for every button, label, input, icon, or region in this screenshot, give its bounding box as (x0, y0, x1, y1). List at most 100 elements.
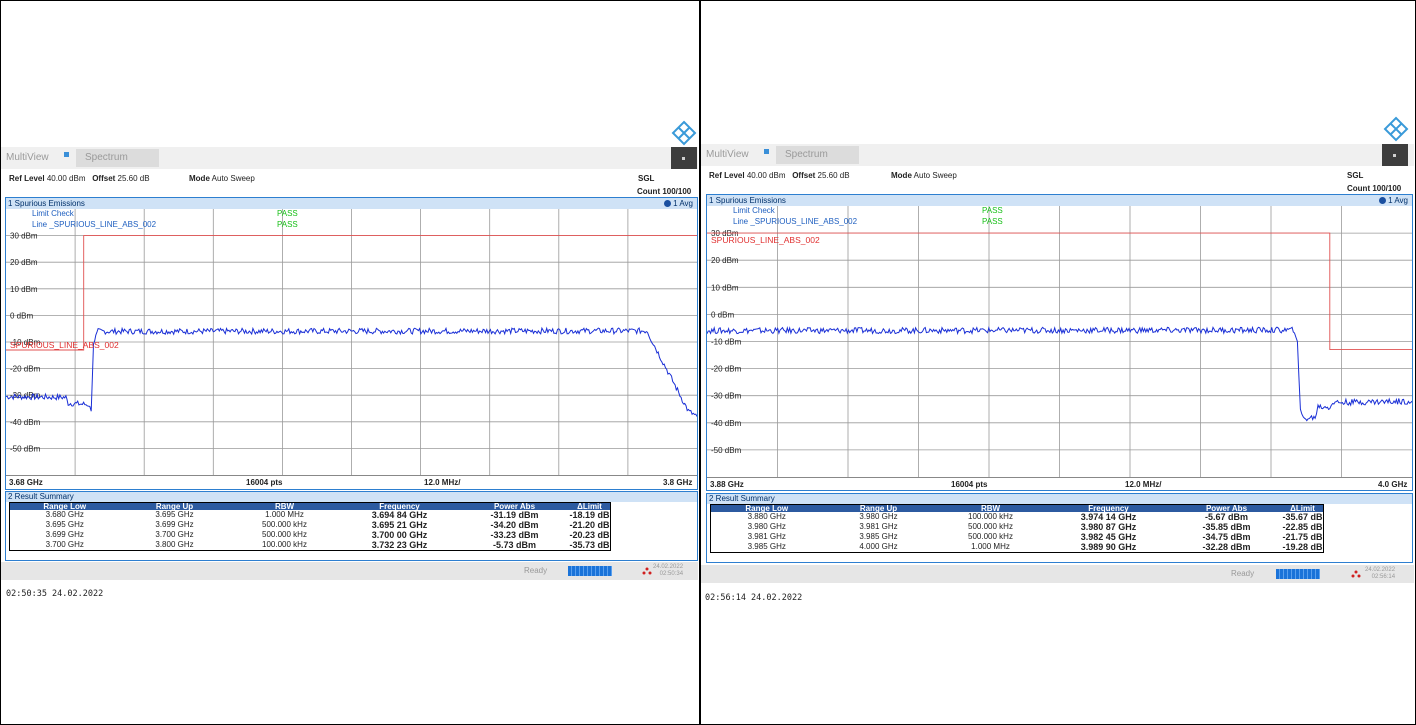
table-row: 3.880 GHz 3.980 GHz 100.000 kHz 3.974 14 GH… (747, 512, 1323, 522)
status-bar: Ready 24.02.2022 02:56:14 (701, 565, 1414, 583)
x-axis-info-bar: 3.88 GHz 16004 pts 12.0 MHz/ 4.0 GHz (707, 477, 1412, 490)
sweep-count-label: Count 100/100 (637, 187, 692, 196)
x-start-label: 3.88 GHz (710, 480, 744, 489)
left-screenshot-panel: MultiView Spectrum Ref Level 40.00 dBm O… (0, 0, 700, 725)
warning-icon[interactable] (1351, 570, 1361, 578)
limit-line (707, 232, 1412, 351)
menu-button[interactable] (1382, 144, 1408, 166)
tab-spectrum[interactable]: Spectrum (776, 146, 859, 164)
status-ready: Ready (1231, 569, 1255, 578)
limit-check-label: Limit Check (733, 206, 776, 215)
mode-info[interactable]: Mode Auto Sweep (891, 171, 957, 180)
trace-indicator: 1 Avg (664, 198, 693, 209)
menu-dot-icon (682, 157, 685, 160)
limit-check-result: PASS (982, 206, 1003, 215)
summary-title: 2 Result Summary (6, 492, 697, 502)
result-summary-window: 2 Result Summary Range Low Range Up RBW … (5, 491, 698, 561)
multiview-dot-icon (64, 152, 69, 157)
trace-indicator: 1 Avg (1379, 195, 1408, 206)
capture-timestamp: 02:56:14 24.02.2022 (705, 593, 803, 603)
table-row: 3.980 GHz 3.981 GHz 500.000 kHz 3.980 87 GH… (747, 522, 1323, 532)
multiview-dot-icon (764, 149, 769, 154)
trace-dot-icon (1379, 197, 1387, 204)
status-ready: Ready (524, 566, 548, 575)
x-start-label: 3.68 GHz (9, 478, 43, 487)
setting-infobar: Ref Level 40.00 dBm Offset 25.60 dB Mode… (701, 166, 1414, 194)
status-bar: Ready 24.02.2022 02:50:34 (1, 562, 698, 580)
result-summary-window: 2 Result Summary Range Low Range Up RBW … (706, 493, 1413, 563)
x-axis-info-bar: 3.68 GHz 16004 pts 12.0 MHz/ 3.8 GHz (6, 475, 697, 488)
spurious-emissions-window[interactable]: 1 Spurious Emissions 1 Avg 30 dBm 20 dBm 1… (706, 194, 1413, 491)
multiview-label[interactable]: MultiView (706, 149, 749, 160)
y-tick-label: 20 dBm (711, 256, 739, 265)
line-result: PASS (982, 217, 1003, 226)
result-summary-table: Range Low Range Up RBW Frequency Power A… (710, 504, 1324, 553)
limit-check-result: PASS (277, 209, 298, 218)
y-tick-label: -40 dBm (711, 419, 742, 428)
col-range-up: Range Up (119, 502, 230, 510)
y-tick-label: -50 dBm (711, 446, 742, 455)
setting-infobar: Ref Level 40.00 dBm Offset 25.60 dB Mode… (1, 169, 698, 197)
sweep-progress-bar (568, 566, 612, 576)
y-tick-label: 0 dBm (711, 310, 734, 319)
sweep-count-label: Count 100/100 (1347, 184, 1402, 193)
col-frequency: Frequency (1046, 504, 1171, 512)
table-row: 3.700 GHz 3.800 GHz 100.000 kHz 3.732 23 GH… (45, 540, 610, 550)
span-per-div-label: 12.0 MHz/ (1125, 480, 1162, 489)
span-per-div-label: 12.0 MHz/ (424, 478, 461, 487)
y-tick-label: -20 dBm (10, 365, 41, 374)
col-delta-limit: ΔLimit (569, 502, 611, 510)
result-summary-table: Range Low Range Up RBW Frequency Power A… (9, 502, 611, 551)
y-tick-label: 20 dBm (10, 258, 38, 267)
col-power-abs: Power Abs (1170, 504, 1283, 512)
y-tick-label: -20 dBm (711, 365, 742, 374)
col-rbw: RBW (229, 502, 340, 510)
trace-dot-icon (664, 200, 672, 207)
points-label: 16004 pts (246, 478, 283, 487)
warning-icon[interactable] (642, 567, 652, 575)
col-range-low: Range Low (9, 502, 120, 510)
col-power-abs: Power Abs (459, 502, 570, 510)
instrument-topbar: MultiView Spectrum (1, 147, 698, 169)
tab-spectrum[interactable]: Spectrum (76, 149, 159, 167)
ref-level-info[interactable]: Ref Level 40.00 dBm Offset 25.60 dB (9, 174, 150, 183)
col-rbw: RBW (934, 504, 1047, 512)
trace-1-avg (6, 326, 697, 417)
spurious-emissions-window[interactable]: 1 Spurious Emissions 1 Avg 30 dBm 20 dBm 1… (5, 197, 698, 490)
ref-level-info[interactable]: Ref Level 40.00 dBm Offset 25.60 dB (709, 171, 850, 180)
col-range-low: Range Low (710, 504, 823, 512)
sweep-mode-label: SGL (638, 174, 655, 183)
right-screenshot-panel: MultiView Spectrum Ref Level 40.00 dBm O… (700, 0, 1416, 725)
summary-title: 2 Result Summary (707, 494, 1412, 504)
y-tick-label: -40 dBm (10, 418, 41, 427)
table-row: 3.695 GHz 3.699 GHz 500.000 kHz 3.695 21 GH… (45, 520, 610, 530)
menu-dot-icon (1393, 154, 1396, 157)
rohde-schwarz-logo-icon (1383, 116, 1409, 142)
multiview-label[interactable]: MultiView (6, 152, 49, 163)
limit-line-label: Line _SPURIOUS_LINE_ABS_002 (733, 217, 858, 226)
window-title-bar: 1 Spurious Emissions 1 Avg (707, 195, 1412, 206)
limit-line-label: Line _SPURIOUS_LINE_ABS_002 (32, 220, 157, 229)
y-tick-label: -10 dBm (711, 338, 742, 347)
y-tick-label: -10 dBm (10, 338, 41, 347)
y-tick-label: 10 dBm (711, 283, 739, 292)
status-datetime: 24.02.2022 02:56:14 (1365, 567, 1396, 580)
table-row: 3.680 GHz 3.695 GHz 1.000 MHz 3.694 84 GHz -… (45, 510, 610, 520)
y-tick-label: -50 dBm (10, 444, 41, 453)
y-tick-label: 30 dBm (10, 232, 38, 241)
x-stop-label: 3.8 GHz (663, 478, 693, 487)
menu-button[interactable] (671, 147, 697, 169)
col-delta-limit: ΔLimit (1282, 504, 1324, 512)
limit-check-label: Limit Check (32, 209, 75, 218)
table-row: 3.981 GHz 3.985 GHz 500.000 kHz 3.982 45 GH… (747, 532, 1323, 542)
table-row: 3.699 GHz 3.700 GHz 500.000 kHz 3.700 00 GH… (45, 530, 610, 540)
sweep-mode-label: SGL (1347, 171, 1364, 180)
limit-line-name: SPURIOUS_LINE_ABS_002 (10, 340, 119, 350)
instrument-topbar: MultiView Spectrum (701, 144, 1414, 166)
y-tick-label: -30 dBm (711, 392, 742, 401)
window-title: 1 Spurious Emissions (8, 199, 85, 208)
mode-info[interactable]: Mode Auto Sweep (189, 174, 255, 183)
